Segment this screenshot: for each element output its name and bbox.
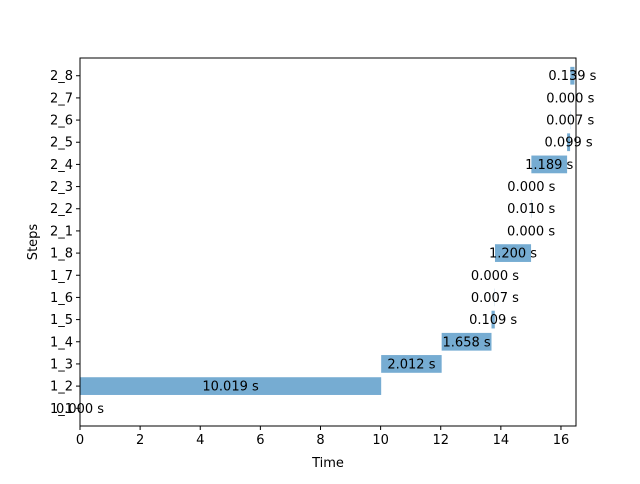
bar-label-2_8: 0.139 s bbox=[548, 69, 596, 84]
x-axis-ticks: 0 2 4 6 8 10 12 14 16 bbox=[76, 426, 569, 448]
y-tick-label-1_5: 1_5 bbox=[50, 313, 73, 328]
bars-layer bbox=[80, 67, 574, 395]
x-tick-label-2: 2 bbox=[136, 433, 144, 448]
y-axis-label: Steps bbox=[26, 224, 41, 261]
y-tick-label-2_5: 2_5 bbox=[50, 136, 73, 151]
x-axis-label: Time bbox=[311, 456, 344, 471]
bar-label-2_2: 0.010 s bbox=[507, 202, 555, 217]
bar-label-1_3: 2.012 s bbox=[387, 357, 435, 372]
bar-label-1_8: 1.200 s bbox=[489, 247, 537, 262]
x-tick-label-12: 12 bbox=[432, 433, 449, 448]
y-tick-label-2_7: 2_7 bbox=[50, 91, 73, 106]
y-tick-label-1_3: 1_3 bbox=[50, 357, 73, 372]
bar-label-1_2: 10.019 s bbox=[202, 380, 259, 395]
y-tick-label-1_4: 1_4 bbox=[50, 335, 73, 350]
y-tick-label-1_6: 1_6 bbox=[50, 291, 73, 306]
bar-label-2_3: 0.000 s bbox=[507, 180, 555, 195]
y-tick-label-2_8: 2_8 bbox=[50, 69, 73, 84]
y-tick-label-2_4: 2_4 bbox=[50, 158, 73, 173]
bar-label-1_7: 0.000 s bbox=[471, 269, 519, 284]
y-tick-label-2_3: 2_3 bbox=[50, 180, 73, 195]
y-axis-ticks: 1_1 1_2 1_3 1_4 1_5 1_6 1_7 1_8 2_1 2_2 2_3 2_4 2_5 2… bbox=[50, 69, 80, 417]
bar-label-2_1: 0.000 s bbox=[507, 224, 555, 239]
bar-label-2_7: 0.000 s bbox=[546, 91, 594, 106]
x-tick-label-14: 14 bbox=[493, 433, 510, 448]
bar-label-2_6: 0.007 s bbox=[546, 114, 594, 129]
x-tick-label-8: 8 bbox=[316, 433, 324, 448]
y-tick-label-2_2: 2_2 bbox=[50, 202, 73, 217]
bar-label-2_5: 0.099 s bbox=[545, 136, 593, 151]
bar-label-1_4: 1.658 s bbox=[443, 335, 491, 350]
y-tick-label-1_8: 1_8 bbox=[50, 247, 73, 262]
x-tick-label-0: 0 bbox=[76, 433, 84, 448]
bar-label-1_6: 0.007 s bbox=[471, 291, 519, 306]
bar-label-1_5: 0.109 s bbox=[469, 313, 517, 328]
y-tick-label-2_6: 2_6 bbox=[50, 114, 73, 129]
y-tick-label-2_1: 2_1 bbox=[50, 224, 73, 239]
x-tick-label-10: 10 bbox=[372, 433, 389, 448]
x-tick-label-4: 4 bbox=[196, 433, 204, 448]
bar-labels-layer: 0.000 s 10.019 s 2.012 s 1.658 s 0.109 s 0.00… bbox=[56, 69, 597, 417]
bar-label-2_4: 1.189 s bbox=[525, 158, 573, 173]
y-tick-label-1_7: 1_7 bbox=[50, 269, 73, 284]
x-tick-label-6: 6 bbox=[256, 433, 264, 448]
x-tick-label-16: 16 bbox=[553, 433, 570, 448]
y-tick-label-1_2: 1_2 bbox=[50, 380, 73, 395]
plot-frame bbox=[80, 58, 576, 426]
y-tick-label-1_1: 1_1 bbox=[50, 402, 73, 417]
